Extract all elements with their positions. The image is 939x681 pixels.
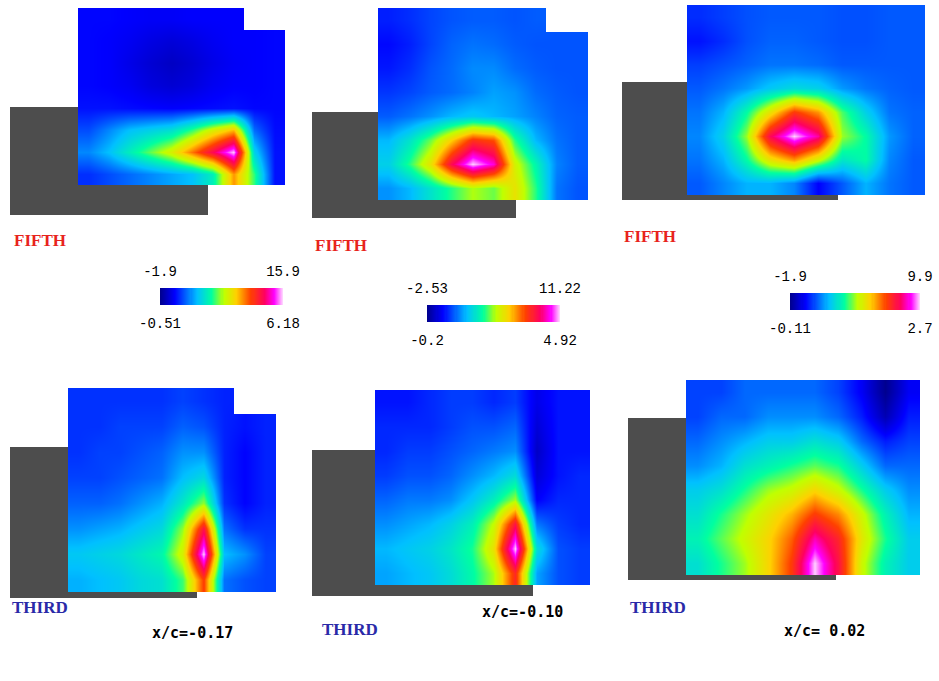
svg-text:-1.9: -1.9: [773, 269, 807, 285]
svg-text:x/c= 0.02: x/c= 0.02: [784, 622, 865, 640]
svg-text:FIFTH: FIFTH: [14, 231, 66, 250]
svg-text:THIRD: THIRD: [322, 620, 378, 639]
svg-text:-1.9: -1.9: [143, 264, 177, 280]
svg-text:x/c=-0.17: x/c=-0.17: [152, 624, 233, 642]
svg-text:4.92: 4.92: [543, 333, 577, 349]
svg-text:-0.11: -0.11: [769, 321, 811, 337]
svg-text:2.7: 2.7: [907, 321, 932, 337]
svg-text:-0.51: -0.51: [139, 316, 181, 332]
svg-text:THIRD: THIRD: [630, 598, 686, 617]
svg-text:x/c=-0.10: x/c=-0.10: [482, 603, 563, 621]
svg-text:6.18: 6.18: [266, 316, 300, 332]
svg-text:9.9: 9.9: [907, 269, 932, 285]
svg-text:FIFTH: FIFTH: [624, 227, 676, 246]
svg-text:THIRD: THIRD: [12, 598, 68, 617]
svg-text:-2.53: -2.53: [406, 281, 448, 297]
svg-text:FIFTH: FIFTH: [315, 236, 367, 255]
svg-text:11.22: 11.22: [539, 281, 581, 297]
svg-text:15.9: 15.9: [266, 264, 300, 280]
svg-text:-0.2: -0.2: [410, 333, 444, 349]
